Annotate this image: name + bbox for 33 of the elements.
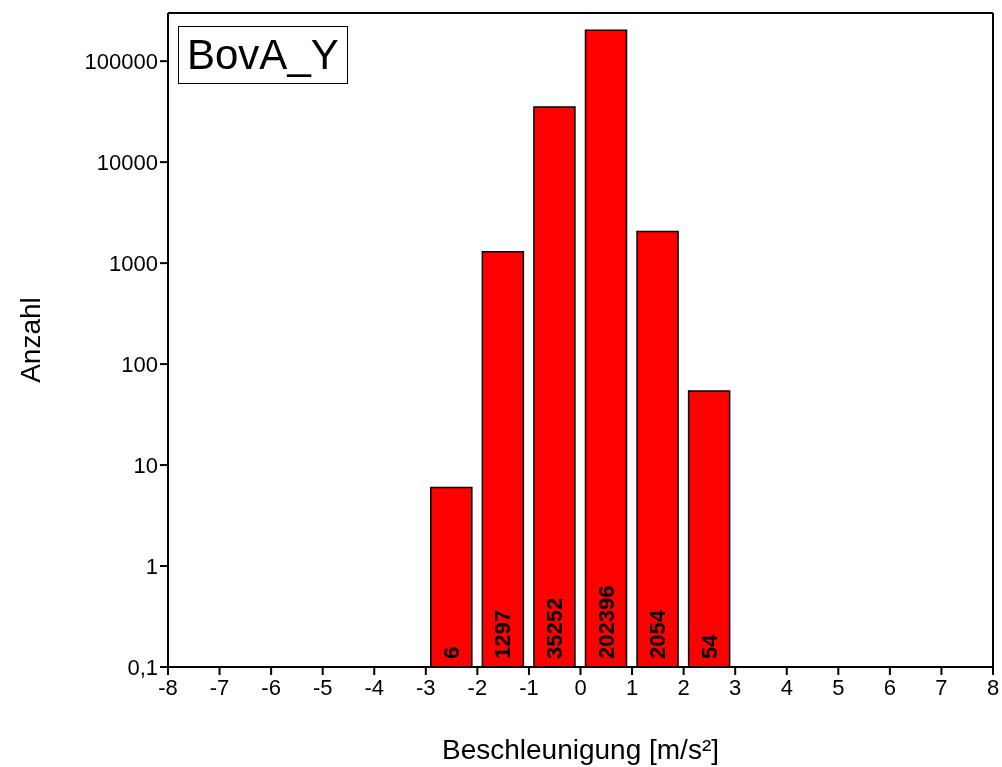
x-tick-label: -5: [312, 674, 333, 700]
x-tick-label: -4: [364, 674, 385, 700]
data-label: 35252: [541, 597, 567, 659]
data-label: 1297: [490, 610, 516, 659]
y-tick-label: 1000: [109, 250, 158, 276]
x-tick-label: 7: [935, 674, 948, 700]
x-tick-label: 8: [986, 674, 1000, 700]
y-tick-label: 100: [121, 351, 158, 377]
x-axis-title: Beschleunigung [m/s²]: [441, 734, 720, 765]
x-tick-label: 4: [780, 674, 793, 700]
data-label: 6: [438, 646, 464, 659]
chart-title: BovA_Y: [178, 26, 348, 84]
x-tick-label: -8: [158, 674, 178, 700]
x-tick-label: -7: [209, 674, 230, 700]
data-label: 202396: [593, 585, 619, 659]
x-tick-label: -6: [261, 674, 281, 700]
x-tick-label: 5: [832, 674, 845, 700]
y-axis-title: Anzahl: [14, 297, 46, 383]
y-tick-label: 100000: [84, 48, 158, 74]
x-tick-label: 3: [729, 674, 742, 700]
y-tick-label: 10000: [96, 149, 158, 175]
x-tick-label: -2: [467, 674, 488, 700]
y-tick-label: 1: [145, 553, 158, 579]
x-tick-label: 0: [574, 674, 587, 700]
x-tick-label: 6: [883, 674, 896, 700]
data-label: 54: [696, 633, 722, 659]
x-tick-label: -3: [416, 674, 436, 700]
x-tick-label: -1: [519, 674, 539, 700]
y-tick-label: 10: [133, 452, 158, 478]
y-tick-label: 0,1: [127, 654, 158, 680]
x-tick-label: 1: [625, 674, 639, 700]
x-tick-label: 2: [677, 674, 690, 700]
data-label: 2054: [645, 609, 671, 659]
